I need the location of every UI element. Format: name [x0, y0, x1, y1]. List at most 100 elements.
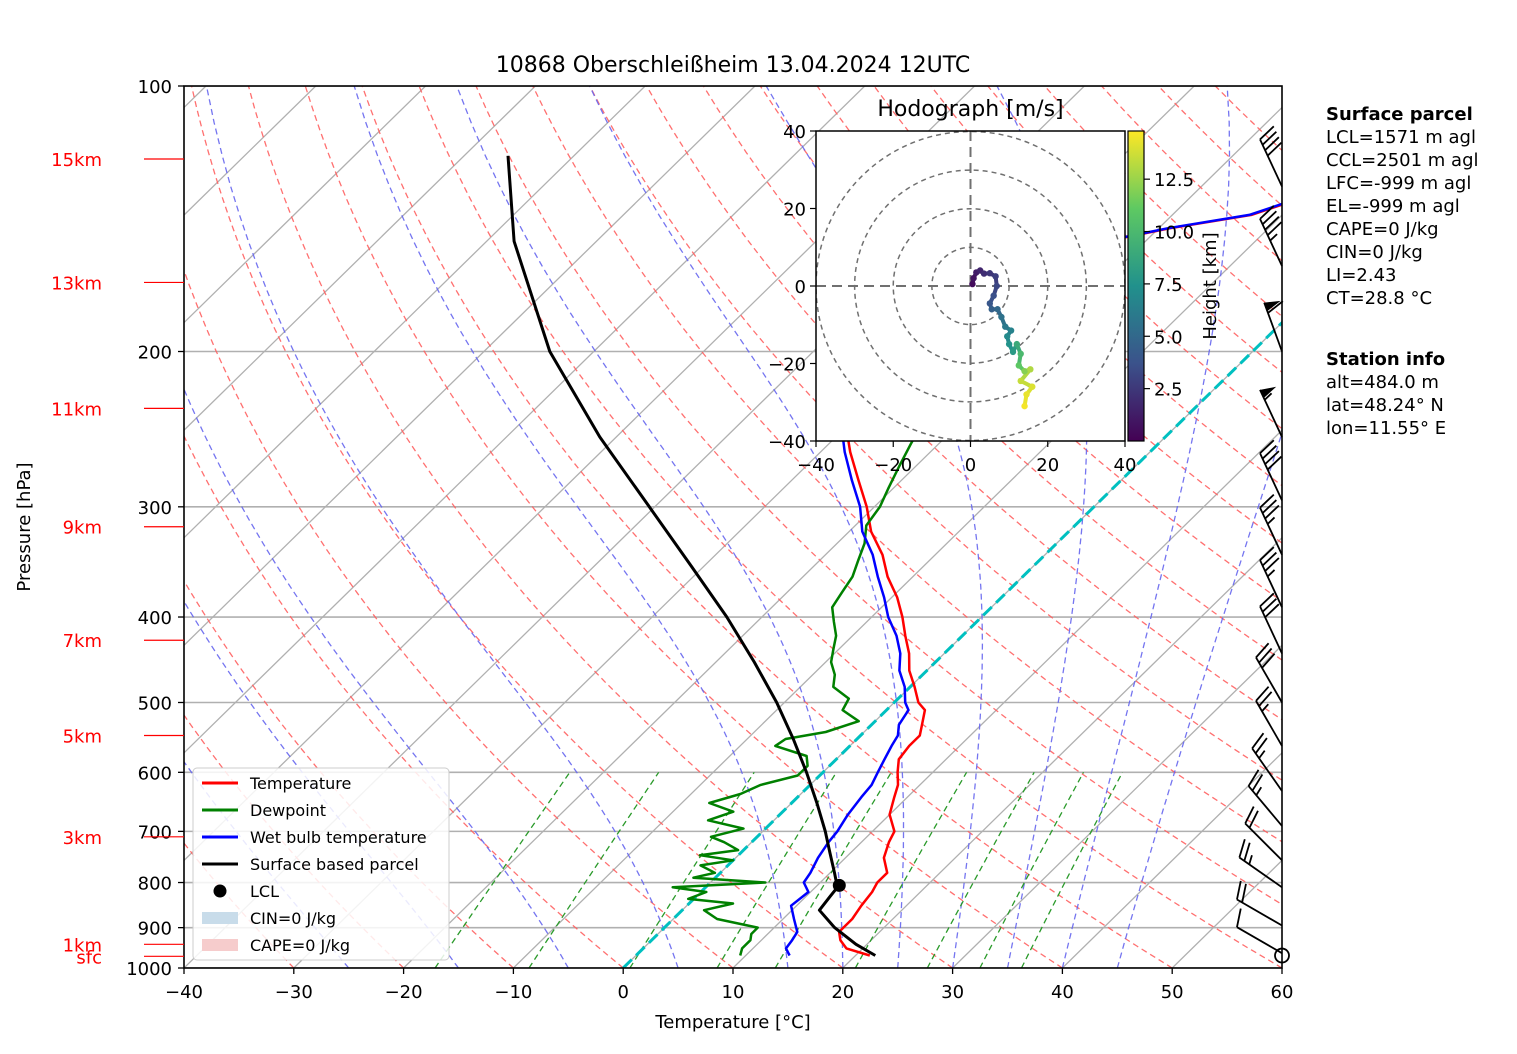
wind-barb — [1263, 300, 1284, 352]
legend-label: Temperature — [249, 774, 351, 793]
legend-swatch — [202, 912, 238, 924]
x-tick-label: −40 — [165, 982, 203, 1003]
dry-adiabat — [589, 86, 1282, 781]
legend-label: Dewpoint — [250, 801, 326, 820]
parcel-lfc: LFC=-999 m agl — [1326, 173, 1472, 194]
hodograph-point — [1017, 377, 1024, 385]
series-surface-based-parcel — [506, 155, 877, 957]
legend-label: Surface based parcel — [250, 855, 419, 874]
colorbar — [1127, 130, 1145, 442]
legend-box — [192, 767, 450, 961]
wind-barb — [1259, 546, 1283, 608]
p-tick-label: 800 — [138, 874, 172, 895]
dry-adiabat — [190, 86, 844, 968]
parcel-el: EL=-999 m agl — [1326, 196, 1460, 217]
height-label: 13km — [51, 273, 102, 294]
hodograph-point — [1002, 323, 1009, 330]
hodograph-x-tick-label: −40 — [797, 455, 835, 476]
mixing-ratio-line — [528, 771, 660, 968]
hodograph-x-tick-label: 0 — [965, 455, 976, 476]
dry-adiabat — [759, 86, 1282, 602]
dry-adiabat — [247, 86, 953, 968]
hodograph-point — [986, 270, 994, 277]
isotherm-line — [732, 429, 1282, 968]
parcel-ccl: CCL=2501 m agl — [1326, 150, 1479, 171]
mixing-ratio-line — [926, 771, 1035, 968]
dry-adiabat — [702, 86, 1282, 661]
parcel-cape: CAPE=0 J/kg — [1326, 219, 1439, 240]
colorbar-tick-label: 12.5 — [1154, 170, 1194, 191]
isotherm-line — [184, 86, 646, 539]
moist-adiabat — [205, 86, 679, 968]
wind-barb — [1259, 493, 1283, 556]
moist-adiabat — [1116, 430, 1282, 968]
x-tick-label: 20 — [831, 982, 854, 1003]
wind-barb — [1259, 592, 1283, 654]
moist-adiabat — [996, 86, 1088, 968]
hodograph-point — [1017, 350, 1024, 358]
wind-barb — [1255, 642, 1283, 703]
hodograph-point — [988, 306, 995, 313]
surface-parcel-header: Surface parcel — [1326, 104, 1473, 125]
parcel-lcl: LCL=1571 m agl — [1326, 127, 1476, 148]
hodograph-point — [1021, 402, 1028, 410]
hodograph-point — [969, 280, 976, 288]
p-tick-label: 1000 — [126, 959, 172, 980]
x-tick-label: −20 — [385, 982, 423, 1003]
parcel-cin: CIN=0 J/kg — [1326, 242, 1423, 263]
mixing-ratio-line — [979, 771, 1085, 968]
hodograph-y-tick-label: −20 — [768, 355, 806, 376]
hodograph-point — [1007, 327, 1015, 334]
x-tick-label: −10 — [494, 982, 532, 1003]
station-info-panel: Station info alt=484.0 m lat=48.24° N lo… — [1326, 348, 1446, 440]
legend-label: CAPE=0 J/kg — [250, 936, 350, 955]
lcl-marker — [832, 878, 846, 892]
mixing-ratio-line — [434, 771, 571, 968]
p-tick-label: 200 — [138, 343, 172, 364]
station-info-header: Station info — [1326, 349, 1446, 370]
hodograph-x-tick-label: 40 — [1114, 455, 1137, 476]
isotherm-line — [184, 86, 427, 324]
legend-swatch — [202, 939, 238, 951]
dry-adiabat — [418, 86, 1282, 968]
x-axis-label: Temperature [°C] — [654, 1012, 810, 1033]
moist-adiabat — [353, 86, 789, 968]
hodograph-point — [1027, 366, 1034, 373]
legend-label: CIN=0 J/kg — [250, 909, 336, 928]
parcel-li: LI=2.43 — [1326, 265, 1397, 286]
hodograph-point — [1021, 368, 1028, 375]
surface-parcel-panel: Surface parcel LCL=1571 m agl CCL=2501 m… — [1326, 103, 1479, 310]
p-tick-label: 400 — [138, 608, 172, 629]
mixing-ratio-line — [1020, 771, 1124, 968]
x-tick-label: 30 — [941, 982, 964, 1003]
isotherm-line — [184, 86, 866, 754]
dry-adiabat — [646, 86, 1282, 721]
isotherm-line — [184, 86, 536, 432]
station-lat: lat=48.24° N — [1326, 395, 1444, 416]
mixing-ratio-line — [854, 771, 968, 968]
colorbar-tick-label: 5.0 — [1154, 327, 1183, 348]
hodograph-y-tick-label: 40 — [783, 122, 806, 143]
dry-adiabat — [1101, 86, 1282, 262]
dry-adiabat — [304, 86, 1063, 968]
moist-adiabat — [184, 600, 460, 968]
legend-label: Wet bulb temperature — [250, 828, 427, 847]
hodograph-y-tick-label: 20 — [783, 200, 806, 221]
parcel-ct: CT=28.8 °C — [1326, 288, 1433, 309]
x-tick-label: 50 — [1161, 982, 1184, 1003]
colorbar-label: Height [km] — [1200, 232, 1221, 339]
height-label: 15km — [51, 150, 102, 171]
legend: Temperature Dewpoint Wet bulb temperature S… — [192, 767, 450, 961]
moist-adiabat — [456, 86, 844, 968]
isotherm-line — [184, 86, 756, 647]
mixing-ratio-line — [629, 771, 755, 968]
hodograph-point — [992, 273, 999, 280]
wind-barb — [1244, 806, 1283, 861]
hodograph-point — [1005, 340, 1013, 348]
hodograph-point — [970, 275, 977, 282]
legend-label: LCL — [250, 882, 279, 901]
x-tick-label: 60 — [1271, 982, 1294, 1003]
legend-swatch — [213, 884, 227, 898]
hodograph-point — [986, 300, 994, 307]
